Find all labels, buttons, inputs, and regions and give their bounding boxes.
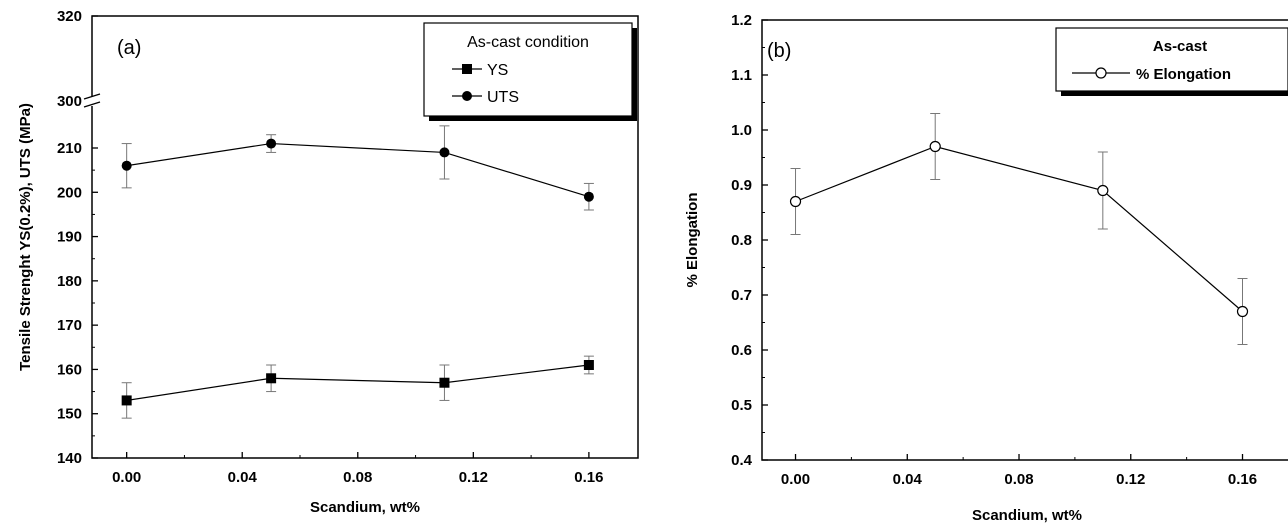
data-point-circle [266,138,277,149]
legend-label-uts: UTS [487,89,519,106]
panel-b-y-axis-title: % Elongation [684,193,701,288]
x-tick-label: 0.16 [1228,471,1257,488]
y-tick-label: 210 [57,140,82,157]
legend-marker-elongation [1095,67,1107,79]
axis-break-gap [85,96,99,106]
panel-a-series [121,125,594,419]
panel-a-x-ticks: 0.00 0.04 0.08 0.12 0.16 [112,452,603,486]
panel-a-axis-break [83,93,101,108]
series-line [126,364,589,402]
y-tick-label: 300 [57,93,82,110]
panel-b-x-axis-title: Scandium, wt% [972,507,1082,524]
legend-title: As-cast condition [467,34,589,51]
x-tick-label: 0.04 [228,469,258,486]
y-tick-label: 180 [57,273,82,290]
data-point-circle [439,147,450,158]
legend-box [1055,27,1288,92]
panel-a-legend: As-cast condition YS UTS [423,22,637,121]
y-tick-label: 150 [57,406,82,423]
legend-title: As-cast [1153,38,1207,55]
x-tick-label: 0.16 [574,469,603,486]
x-tick-label: 0.08 [1004,471,1033,488]
y-tick-label: 0.8 [731,232,752,249]
y-tick-label: 200 [57,184,82,201]
y-tick-label: 0.9 [731,177,752,194]
y-tick-label: 160 [57,361,82,378]
x-tick-label: 0.00 [112,469,141,486]
data-point-square [121,395,132,406]
legend-label-elongation: % Elongation [1136,66,1231,83]
panel-b: (b) Scandium, wt% % Elongation 0.00 0.04 0… [684,12,1288,524]
y-tick-label: 0.5 [731,397,752,414]
panel-b-legend: As-cast % Elongation [1055,27,1288,96]
data-point-open-circle [1236,305,1249,318]
legend-label-ys: YS [487,62,508,79]
data-point-square [439,377,450,388]
y-tick-label: 140 [57,450,82,467]
x-tick-label: 0.04 [893,471,923,488]
data-point-open-circle [789,195,802,208]
panel-b-x-ticks: 0.00 0.04 0.08 0.12 0.16 [781,454,1257,488]
x-tick-label: 0.12 [1116,471,1145,488]
panel-a-y-ticks: 140 150 160 170 180 190 200 210 300 320 [57,8,98,467]
panel-a-x-axis-title: Scandium, wt% [310,499,420,516]
panel-b-series [789,113,1249,345]
panel-a: (a) Scandium, wt% Tensile Strenght YS(0.… [17,8,639,516]
panel-a-y-axis-title: Tensile Strenght YS(0.2%), UTS (MPa) [17,103,34,371]
y-tick-label: 190 [57,229,82,246]
series-line [126,142,590,198]
data-point-square [583,360,594,370]
y-tick-label: 1.1 [731,67,752,84]
y-tick-label: 0.7 [731,287,752,304]
data-point-square [266,373,277,384]
y-tick-label: 0.4 [731,452,753,469]
legend-marker-uts [462,91,472,101]
panel-b-label: (b) [767,40,791,62]
y-tick-label: 1.0 [731,122,752,139]
y-tick-label: 1.2 [731,12,752,29]
y-tick-label: 320 [57,8,82,25]
axis-break-mark-lower [83,101,101,108]
panel-a-label: (a) [117,37,141,59]
x-tick-label: 0.12 [459,469,488,486]
y-tick-label: 0.6 [731,342,752,359]
data-point-open-circle [929,140,941,153]
data-point-circle [583,191,594,202]
data-point-circle [121,160,132,171]
axis-break-mark-upper [83,93,101,100]
x-tick-label: 0.08 [343,469,372,486]
data-point-open-circle [1097,184,1109,197]
panel-b-y-ticks: 0.4 0.5 0.6 0.7 0.8 0.9 1.0 1.1 1.2 [731,12,768,469]
legend-marker-ys [462,64,472,74]
series-line [795,145,1243,312]
y-tick-label: 170 [57,317,82,334]
x-tick-label: 0.00 [781,471,810,488]
